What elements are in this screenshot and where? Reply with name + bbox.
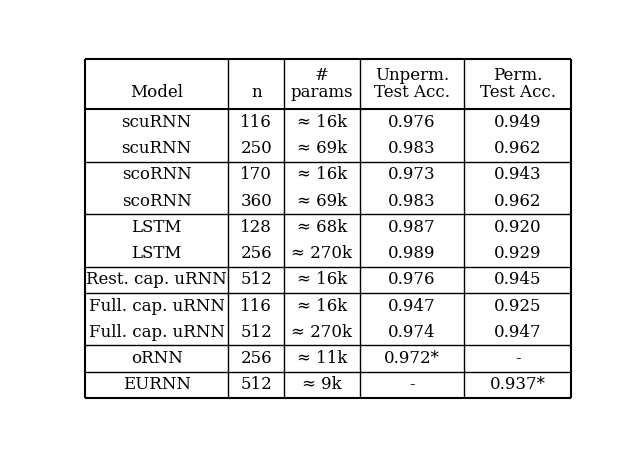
Text: Unperm.: Unperm. <box>375 67 449 84</box>
Text: scuRNN: scuRNN <box>122 140 192 157</box>
Text: scuRNN: scuRNN <box>122 114 192 131</box>
Text: ≈ 9k: ≈ 9k <box>302 376 342 393</box>
Text: ≈ 270k: ≈ 270k <box>291 324 353 341</box>
Text: 512: 512 <box>241 376 272 393</box>
Text: 0.945: 0.945 <box>494 272 541 288</box>
Text: LSTM: LSTM <box>131 245 182 262</box>
Text: 512: 512 <box>241 324 272 341</box>
Text: 0.962: 0.962 <box>494 193 541 210</box>
Text: 0.973: 0.973 <box>388 166 436 183</box>
Text: params: params <box>291 84 353 101</box>
Text: 0.983: 0.983 <box>388 140 436 157</box>
Text: 0.983: 0.983 <box>388 193 436 210</box>
Text: Rest. cap. uRNN: Rest. cap. uRNN <box>86 272 227 288</box>
Text: ≈ 16k: ≈ 16k <box>297 272 347 288</box>
Text: 256: 256 <box>241 350 272 367</box>
Text: Full. cap. uRNN: Full. cap. uRNN <box>89 324 225 341</box>
Text: scoRNN: scoRNN <box>122 166 191 183</box>
Text: ≈ 68k: ≈ 68k <box>297 219 347 236</box>
Text: LSTM: LSTM <box>131 219 182 236</box>
Text: -: - <box>409 376 415 393</box>
Text: 512: 512 <box>241 272 272 288</box>
Text: Full. cap. uRNN: Full. cap. uRNN <box>89 298 225 314</box>
Text: ≈ 69k: ≈ 69k <box>297 193 347 210</box>
Text: 0.976: 0.976 <box>388 272 436 288</box>
Text: ≈ 16k: ≈ 16k <box>297 166 347 183</box>
Text: 250: 250 <box>241 140 272 157</box>
Text: ≈ 16k: ≈ 16k <box>297 298 347 314</box>
Text: ≈ 270k: ≈ 270k <box>291 245 353 262</box>
Text: 360: 360 <box>241 193 272 210</box>
Text: #: # <box>315 67 329 84</box>
Text: 0.989: 0.989 <box>388 245 436 262</box>
Text: Perm.: Perm. <box>493 67 542 84</box>
Text: n: n <box>251 84 262 101</box>
Text: EURNN: EURNN <box>123 376 191 393</box>
Text: 128: 128 <box>241 219 272 236</box>
Text: 0.947: 0.947 <box>388 298 436 314</box>
Text: 170: 170 <box>241 166 272 183</box>
Text: scoRNN: scoRNN <box>122 193 191 210</box>
Text: Model: Model <box>130 84 183 101</box>
Text: 0.972*: 0.972* <box>384 350 440 367</box>
Text: Test Acc.: Test Acc. <box>479 84 556 101</box>
Text: 256: 256 <box>241 245 272 262</box>
Text: 0.943: 0.943 <box>493 166 541 183</box>
Text: 0.962: 0.962 <box>494 140 541 157</box>
Text: 0.920: 0.920 <box>493 219 541 236</box>
Text: 0.976: 0.976 <box>388 114 436 131</box>
Text: 0.925: 0.925 <box>494 298 541 314</box>
Text: ≈ 11k: ≈ 11k <box>297 350 347 367</box>
Text: 116: 116 <box>241 114 272 131</box>
Text: ≈ 16k: ≈ 16k <box>297 114 347 131</box>
Text: 0.987: 0.987 <box>388 219 436 236</box>
Text: oRNN: oRNN <box>131 350 182 367</box>
Text: 0.929: 0.929 <box>494 245 541 262</box>
Text: ≈ 69k: ≈ 69k <box>297 140 347 157</box>
Text: 0.974: 0.974 <box>388 324 436 341</box>
Text: 116: 116 <box>241 298 272 314</box>
Text: -: - <box>515 350 520 367</box>
Text: 0.949: 0.949 <box>494 114 541 131</box>
Text: 0.947: 0.947 <box>493 324 541 341</box>
Text: Test Acc.: Test Acc. <box>374 84 450 101</box>
Text: 0.937*: 0.937* <box>490 376 545 393</box>
